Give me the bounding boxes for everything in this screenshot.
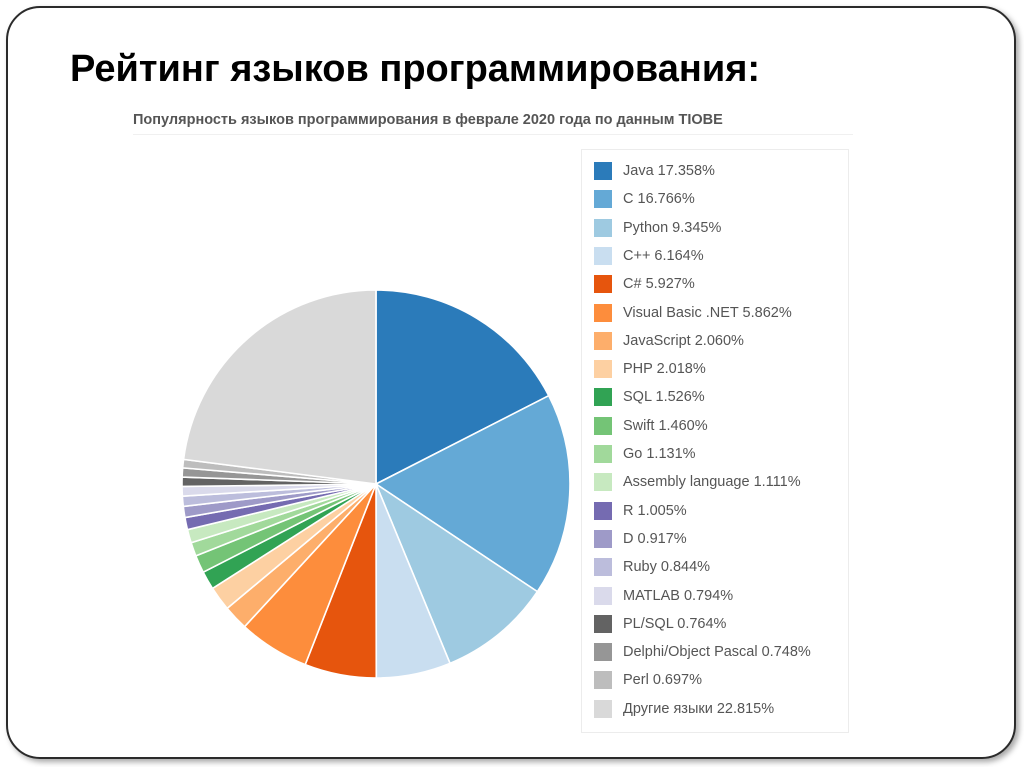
legend-item: Swift 1.460% <box>594 415 708 437</box>
legend-label: SQL 1.526% <box>623 389 705 406</box>
legend-swatch <box>594 416 612 435</box>
legend-item: Assembly language 1.111% <box>594 471 801 493</box>
legend-swatch <box>594 360 612 379</box>
legend-label: Delphi/Object Pascal 0.748% <box>623 644 811 661</box>
legend-swatch <box>594 303 612 322</box>
legend-swatch <box>594 529 612 548</box>
slide-title: Рейтинг языков программирования: <box>70 48 761 90</box>
legend-swatch <box>594 388 612 407</box>
legend-item: Delphi/Object Pascal 0.748% <box>594 641 811 663</box>
legend-label: JavaScript 2.060% <box>623 332 744 349</box>
legend-swatch <box>594 331 612 350</box>
legend-label: C# 5.927% <box>623 276 695 293</box>
legend-swatch <box>594 643 612 662</box>
legend-item: C# 5.927% <box>594 273 695 295</box>
legend-label: Java 17.358% <box>623 163 715 179</box>
legend-swatch <box>594 473 612 492</box>
legend-item: PHP 2.018% <box>594 358 706 380</box>
legend-swatch <box>594 275 612 294</box>
legend-item: PL/SQL 0.764% <box>594 613 726 635</box>
legend-label: C++ 6.164% <box>623 247 704 264</box>
legend-label: Visual Basic .NET 5.862% <box>623 304 792 321</box>
legend-swatch <box>594 614 612 633</box>
legend-label: Go 1.131% <box>623 446 696 462</box>
legend-label: PHP 2.018% <box>623 361 706 378</box>
legend-item: Python 9.345% <box>594 217 721 239</box>
legend-item: SQL 1.526% <box>594 386 705 408</box>
legend-label: Ruby 0.844% <box>623 559 711 576</box>
legend-label: Другие языки 22.815% <box>623 700 775 717</box>
legend-item: Ruby 0.844% <box>594 556 710 578</box>
legend-item: Perl 0.697% <box>594 669 702 691</box>
legend-item: MATLAB 0.794% <box>594 585 733 607</box>
pie-slice-20 <box>182 289 377 485</box>
legend-label: Swift 1.460% <box>623 417 708 434</box>
legend-item: Visual Basic .NET 5.862% <box>594 302 792 324</box>
legend-label: PL/SQL 0.764% <box>623 615 727 632</box>
legend-swatch <box>594 699 612 718</box>
pie-slice-3 <box>375 483 539 665</box>
legend-label: C 16.766% <box>623 191 695 208</box>
pie-slice-2 <box>375 394 571 593</box>
legend-swatch <box>594 246 612 265</box>
legend-swatch <box>594 218 612 237</box>
legend-swatch <box>594 586 612 605</box>
legend-swatch <box>594 445 612 463</box>
legend-item: C++ 6.164% <box>594 245 704 267</box>
legend-label: Python 9.345% <box>623 219 722 236</box>
legend-item: D 0.917% <box>594 528 687 550</box>
pie-chart <box>181 289 571 679</box>
legend-item: R 1.005% <box>594 500 687 522</box>
legend-swatch <box>594 501 612 520</box>
legend-label: Assembly language 1.111% <box>623 474 801 491</box>
pie-slice-1 <box>375 289 550 485</box>
legend-item: Go 1.131% <box>594 443 696 465</box>
legend-swatch <box>594 190 612 209</box>
legend-label: Perl 0.697% <box>623 672 702 689</box>
chart-title: Популярность языков программирования в ф… <box>133 112 723 128</box>
legend-swatch <box>594 558 612 577</box>
legend-label: R 1.005% <box>623 502 687 519</box>
legend-item: JavaScript 2.060% <box>594 330 744 352</box>
legend-item: Java 17.358% <box>594 160 715 182</box>
legend-swatch <box>594 162 612 180</box>
legend-swatch <box>594 671 612 690</box>
legend-item: C 16.766% <box>594 188 695 210</box>
legend-label: MATLAB 0.794% <box>623 587 734 604</box>
legend-label: D 0.917% <box>623 530 687 547</box>
chart-area <box>133 134 853 739</box>
legend-item: Другие языки 22.815% <box>594 698 774 720</box>
chart-legend: Java 17.358% C 16.766% Python 9.345% C++ 6.… <box>581 149 849 733</box>
